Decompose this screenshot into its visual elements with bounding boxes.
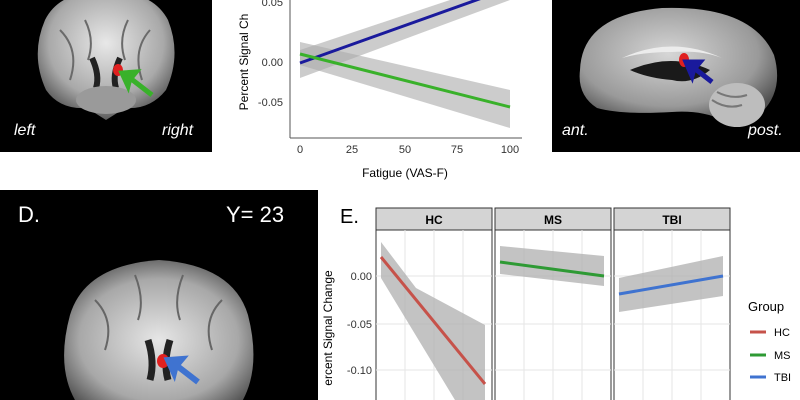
y-tick-label: 0.00 (262, 57, 283, 69)
group-facet-chart: ercent Signal Change 0.00 -0.05 -0.10 HC… (321, 207, 791, 400)
sagittal-brain-panel: ant. post. (552, 0, 800, 152)
facet-hc: HC (375, 207, 493, 400)
right-label: right (162, 122, 194, 139)
x-axis-label: Fatigue (VAS-F) (362, 166, 448, 180)
series-line-green (299, 52, 511, 109)
facet-tbi: TBI (613, 207, 731, 400)
ci-band-green (300, 42, 510, 128)
x-tick-label: 75 (451, 144, 463, 156)
x-ticks: 0 25 50 75 100 (297, 144, 519, 156)
coronal-brain-panel-d: D. Y= 23 (0, 190, 318, 400)
legend: Group HC MS TBI (748, 299, 791, 384)
facet-strip-label: MS (544, 213, 562, 227)
y-tick-label: -0.10 (347, 365, 372, 377)
coronal-brain-image (64, 260, 254, 400)
slice-coordinate: Y= 23 (226, 202, 285, 227)
left-label: left (14, 122, 36, 139)
anterior-label: ant. (562, 122, 589, 139)
sagittal-brain-image (579, 7, 778, 127)
posterior-label: post. (748, 122, 783, 139)
blue-arrow-icon (163, 355, 200, 385)
panel-letter-d: D. (18, 202, 40, 227)
coronal-brain-image (37, 0, 175, 120)
coronal-brain-panel-top: left right (0, 0, 212, 152)
blue-arrow-icon (682, 59, 714, 84)
green-arrow-icon (118, 69, 154, 97)
ci-band (500, 246, 604, 286)
facet-strip-label: HC (425, 213, 443, 227)
legend-title: Group (748, 299, 784, 314)
series-line-blue (299, 0, 481, 65)
y-ticks: 0.05 0.00 -0.05 (258, 0, 283, 109)
y-tick-label: -0.05 (258, 97, 283, 109)
x-tick-label: 25 (346, 144, 358, 156)
y-axis-label: ercent Signal Change (321, 270, 335, 386)
panel-letter-e: E. (340, 206, 359, 228)
facet-ms: MS (494, 207, 612, 400)
y-tick-label: -0.05 (347, 319, 372, 331)
fatigue-line-chart: Percent Signal Ch 0.05 0.00 -0.05 0 25 5… (237, 0, 522, 180)
x-tick-label: 100 (501, 144, 519, 156)
y-tick-label: 0.05 (262, 0, 283, 9)
legend-label-hc: HC (774, 327, 790, 339)
x-tick-label: 50 (399, 144, 411, 156)
facet-strip-label: TBI (662, 213, 681, 227)
y-ticks: 0.00 -0.05 -0.10 (347, 271, 372, 377)
y-axis-label: Percent Signal Ch (237, 14, 251, 111)
series-line-tbi (618, 274, 724, 296)
series-line-ms (499, 260, 605, 278)
y-tick-label: 0.00 (351, 271, 372, 283)
legend-label-ms: MS (774, 350, 791, 362)
legend-label-tbi: TBI (774, 372, 791, 384)
x-tick-label: 0 (297, 144, 303, 156)
series-line-hc (379, 256, 487, 385)
